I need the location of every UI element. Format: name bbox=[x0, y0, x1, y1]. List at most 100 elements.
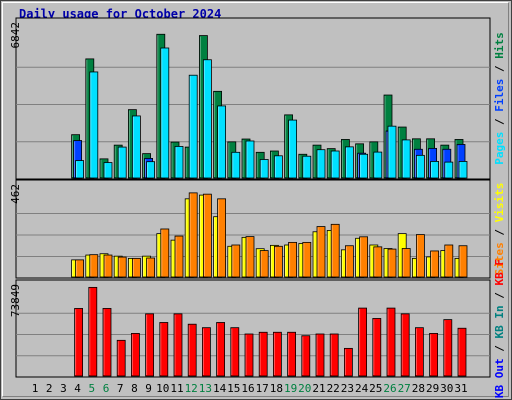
bar-pages-day-31 bbox=[458, 161, 468, 179]
legend-kbf-kbin-kbout: KB Out / KB In / KB F bbox=[493, 259, 506, 398]
bar-pages-day-30 bbox=[444, 161, 454, 179]
bar-pages-day-11 bbox=[174, 146, 184, 179]
bar-kbf-day-23 bbox=[343, 347, 353, 377]
bar-kbf-day-28 bbox=[414, 327, 424, 377]
bar-kbf-day-19 bbox=[287, 331, 297, 377]
bar-sites-day-26 bbox=[387, 248, 397, 278]
legend-hits-files-pages: Pages / Files / Hits bbox=[493, 32, 506, 165]
bar-sites-day-19 bbox=[288, 241, 298, 278]
legend-separator: / bbox=[493, 338, 506, 358]
bar-sites-day-5 bbox=[89, 254, 99, 278]
legend-separator: / bbox=[493, 59, 506, 79]
bar-pages-day-17 bbox=[259, 159, 269, 179]
bar-sites-day-6 bbox=[103, 254, 113, 278]
bar-pages-day-4 bbox=[75, 160, 84, 179]
day-label-21: 21 bbox=[312, 382, 325, 395]
bar-pages-day-16 bbox=[245, 140, 255, 179]
day-label-9: 9 bbox=[145, 382, 152, 395]
bar-pages-day-18 bbox=[273, 155, 283, 179]
bar-kbf-day-20 bbox=[301, 335, 311, 377]
legend-separator: / bbox=[493, 285, 506, 305]
day-label-17: 17 bbox=[256, 382, 269, 395]
bar-kbf-day-6 bbox=[102, 308, 112, 377]
legend-item-pages: Pages bbox=[493, 132, 506, 165]
legend-separator: / bbox=[493, 112, 506, 132]
bar-sites-day-21 bbox=[316, 226, 326, 278]
day-label-4: 4 bbox=[74, 382, 81, 395]
bar-sites-day-17 bbox=[259, 250, 269, 278]
day-label-22: 22 bbox=[327, 382, 340, 395]
ymax-label-visits-sites: 462 bbox=[9, 184, 22, 204]
bar-sites-day-20 bbox=[302, 241, 312, 278]
bar-pages-day-20 bbox=[302, 155, 312, 179]
day-label-24: 24 bbox=[355, 382, 369, 395]
day-label-8: 8 bbox=[131, 382, 138, 395]
legend-separator: / bbox=[493, 222, 506, 242]
bar-kbf-day-15 bbox=[230, 327, 240, 377]
day-label-15: 15 bbox=[227, 382, 240, 395]
bar-sites-day-22 bbox=[330, 223, 340, 278]
day-label-19: 19 bbox=[284, 382, 297, 395]
day-label-25: 25 bbox=[369, 382, 382, 395]
bar-pages-day-24 bbox=[359, 153, 369, 179]
bar-pages-day-12 bbox=[188, 74, 198, 179]
bar-kbf-day-25 bbox=[372, 318, 382, 377]
bar-kbf-day-17 bbox=[258, 331, 268, 377]
bar-pages-day-14 bbox=[217, 105, 227, 179]
day-label-5: 5 bbox=[88, 382, 95, 395]
bar-sites-day-24 bbox=[359, 236, 369, 278]
legend-item-visits: Visits bbox=[493, 183, 506, 223]
bar-kbf-day-30 bbox=[443, 319, 453, 377]
day-label-28: 28 bbox=[412, 382, 425, 395]
bar-sites-day-7 bbox=[117, 256, 127, 278]
bar-pages-day-26 bbox=[387, 125, 397, 179]
day-label-18: 18 bbox=[270, 382, 283, 395]
day-label-27: 27 bbox=[398, 382, 411, 395]
bar-sites-day-30 bbox=[444, 244, 454, 278]
day-label-1: 1 bbox=[32, 382, 39, 395]
bar-pages-day-13 bbox=[202, 59, 212, 179]
bar-sites-day-25 bbox=[373, 246, 383, 278]
day-label-20: 20 bbox=[298, 382, 311, 395]
day-label-2: 2 bbox=[46, 382, 53, 395]
bar-kbf-day-22 bbox=[329, 333, 339, 377]
bar-kbf-day-18 bbox=[272, 331, 282, 377]
bar-kbf-day-14 bbox=[216, 322, 226, 377]
day-label-13: 13 bbox=[199, 382, 212, 395]
bar-kbf-day-10 bbox=[159, 322, 169, 377]
bar-sites-day-9 bbox=[146, 257, 156, 278]
day-label-30: 30 bbox=[440, 382, 453, 395]
bar-kbf-day-26 bbox=[386, 307, 396, 377]
bar-sites-day-15 bbox=[231, 244, 241, 278]
bar-pages-day-9 bbox=[146, 161, 156, 179]
bar-pages-day-15 bbox=[231, 151, 241, 179]
bar-pages-day-23 bbox=[344, 146, 354, 179]
legend-item-sites: Sites bbox=[493, 242, 506, 275]
bar-pages-day-28 bbox=[415, 154, 425, 179]
legend-visits-sites: Sites / Visits bbox=[493, 183, 506, 276]
bar-kbf-day-29 bbox=[429, 333, 439, 377]
bar-kbf-day-27 bbox=[400, 313, 410, 377]
day-label-12: 12 bbox=[185, 382, 198, 395]
bar-kbf-day-7 bbox=[116, 339, 126, 377]
bar-sites-day-27 bbox=[401, 248, 411, 278]
bar-sites-day-11 bbox=[174, 235, 184, 278]
day-label-7: 7 bbox=[117, 382, 124, 395]
bar-kbf-day-13 bbox=[201, 327, 211, 377]
bar-pages-day-10 bbox=[160, 47, 170, 179]
ymax-label-kbf-kbin-kbout: 73849 bbox=[9, 284, 22, 317]
bar-sites-day-12 bbox=[188, 192, 198, 278]
bar-sites-day-18 bbox=[273, 245, 283, 278]
bar-pages-day-8 bbox=[131, 115, 141, 179]
bar-pages-day-6 bbox=[103, 162, 113, 179]
bar-sites-day-13 bbox=[202, 193, 212, 278]
frame-bevel bbox=[2, 2, 509, 397]
bar-sites-day-29 bbox=[430, 250, 440, 278]
bar-pages-day-27 bbox=[401, 139, 411, 179]
day-label-29: 29 bbox=[426, 382, 439, 395]
bar-kbf-day-5 bbox=[88, 286, 98, 377]
bar-pages-day-5 bbox=[89, 71, 99, 179]
bar-kbf-day-8 bbox=[130, 333, 140, 377]
bar-sites-day-10 bbox=[160, 228, 170, 278]
